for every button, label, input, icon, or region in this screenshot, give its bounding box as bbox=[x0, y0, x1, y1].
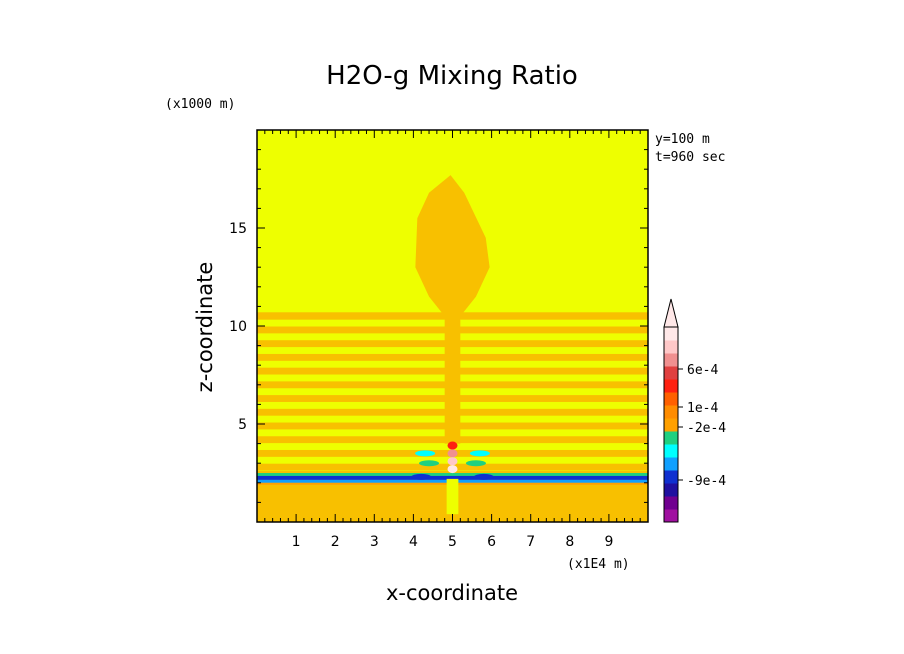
axis-ticks: 1 2 3 4 5 6 7 8 9 5 10 15 bbox=[229, 129, 649, 550]
colorbar-frame bbox=[663, 326, 679, 523]
colorbar-label: -9e-4 bbox=[687, 474, 726, 489]
core-blob bbox=[419, 460, 440, 467]
colorbar-label: -2e-4 bbox=[687, 421, 726, 436]
colorbar-swatch bbox=[664, 457, 678, 471]
colorbar-swatch bbox=[664, 366, 678, 380]
annotation-y: y=100 m bbox=[655, 132, 710, 147]
x-axis-label: x-coordinate bbox=[386, 581, 518, 605]
x-tick-label: 5 bbox=[448, 534, 457, 550]
colorbar-swatch bbox=[664, 444, 678, 458]
chart-title: H2O-g Mixing Ratio bbox=[326, 61, 578, 91]
x-unit-label: (x1E4 m) bbox=[567, 557, 630, 572]
colorbar-swatch bbox=[664, 431, 678, 445]
colorbar-label: 1e-4 bbox=[687, 401, 718, 416]
x-tick-label: 9 bbox=[604, 534, 613, 550]
x-tick-label: 8 bbox=[565, 534, 574, 550]
x-tick-label: 7 bbox=[526, 534, 535, 550]
band-green bbox=[257, 473, 648, 477]
band-blue bbox=[257, 475, 648, 480]
core-peak bbox=[447, 449, 458, 458]
x-tick-label: 3 bbox=[370, 534, 379, 550]
x-tick-label: 1 bbox=[292, 534, 301, 550]
colorbar-swatch bbox=[664, 509, 678, 523]
colorbar-swatch bbox=[664, 327, 678, 341]
colorbar-swatch bbox=[664, 392, 678, 406]
colorbar-swatch bbox=[664, 483, 678, 497]
colorbar-swatch bbox=[664, 405, 678, 419]
colorbar-swatch bbox=[664, 418, 678, 432]
y-tick-label: 5 bbox=[238, 417, 247, 433]
x-tick-label: 4 bbox=[409, 534, 418, 550]
core-blob bbox=[411, 473, 432, 480]
x-tick-label: 6 bbox=[487, 534, 496, 550]
colorbar-swatch bbox=[664, 379, 678, 393]
core-peak bbox=[447, 441, 458, 450]
plume-upper bbox=[415, 175, 490, 444]
x-tick-label: 2 bbox=[331, 534, 340, 550]
colorbar: 6e-4 1e-4 -2e-4 -9e-4 bbox=[663, 298, 726, 523]
core-blob bbox=[469, 450, 490, 457]
annotation-t: t=960 sec bbox=[655, 150, 725, 165]
lower-column bbox=[446, 478, 459, 515]
colorbar-label: 6e-4 bbox=[687, 363, 718, 378]
y-tick-label: 10 bbox=[229, 319, 247, 335]
colorbar-swatch bbox=[664, 470, 678, 484]
core-blob bbox=[465, 460, 486, 467]
core-blob bbox=[473, 473, 494, 480]
colorbar-swatch bbox=[664, 353, 678, 367]
core-peak bbox=[447, 465, 458, 474]
y-tick-label: 15 bbox=[229, 221, 247, 237]
heatmap-field bbox=[257, 130, 648, 522]
y-axis-label: z-coordinate bbox=[193, 262, 217, 393]
colorbar-swatch bbox=[664, 496, 678, 510]
core-peak bbox=[447, 457, 458, 466]
colorbar-extend-arrow bbox=[663, 298, 679, 328]
core-blob bbox=[415, 450, 436, 457]
y-unit-label: (x1000 m) bbox=[165, 97, 235, 112]
colorbar-swatch bbox=[664, 340, 678, 354]
